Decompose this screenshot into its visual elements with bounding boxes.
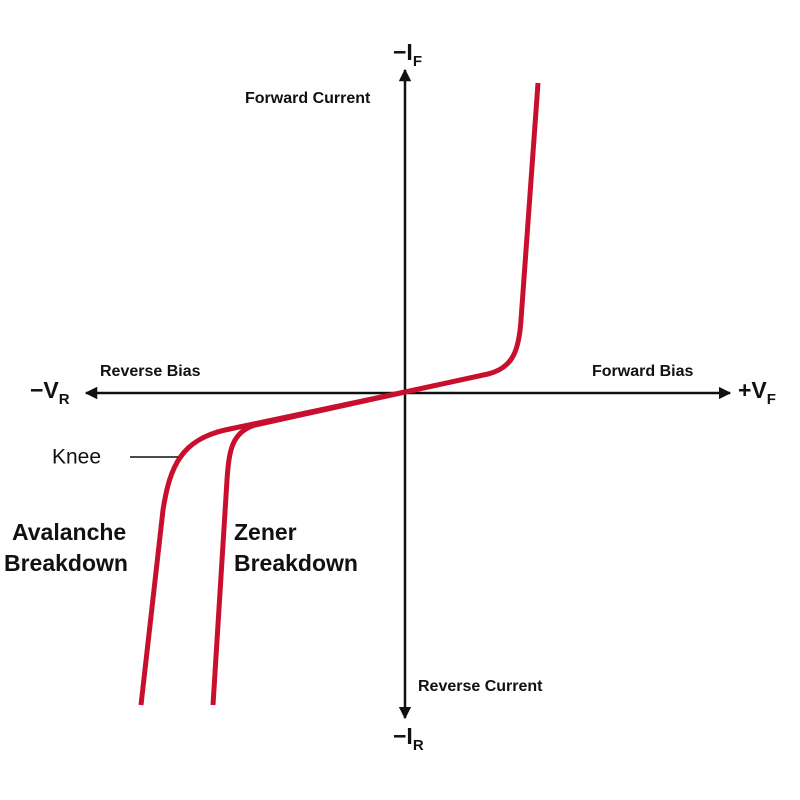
zener-curve — [210, 389, 406, 706]
symbol: −V — [30, 377, 59, 403]
bottom-axis-label: −IR — [393, 723, 424, 754]
right-axis-label: +VF — [738, 377, 776, 408]
symbol: −I — [393, 723, 413, 749]
forward-curve — [404, 82, 541, 395]
subscript: F — [767, 391, 776, 408]
subscript: F — [413, 53, 422, 70]
top-axis-label: −IF — [393, 39, 422, 70]
forward-bias-label: Forward Bias — [592, 363, 693, 380]
reverse-current-label: Reverse Current — [418, 678, 543, 695]
subscript: R — [413, 737, 424, 754]
avalanche-label: Breakdown — [4, 550, 128, 576]
symbol: +V — [738, 377, 767, 403]
zener-label: Zener — [234, 519, 297, 545]
forward-current-label: Forward Current — [245, 90, 371, 107]
knee-label: Knee — [52, 446, 101, 469]
zener-label: Breakdown — [234, 550, 358, 576]
symbol: −I — [393, 39, 413, 65]
avalanche-curve — [138, 389, 406, 706]
avalanche-label: Avalanche — [12, 519, 126, 545]
left-axis-label: −VR — [30, 377, 70, 408]
reverse-bias-label: Reverse Bias — [100, 363, 201, 380]
subscript: R — [59, 391, 70, 408]
